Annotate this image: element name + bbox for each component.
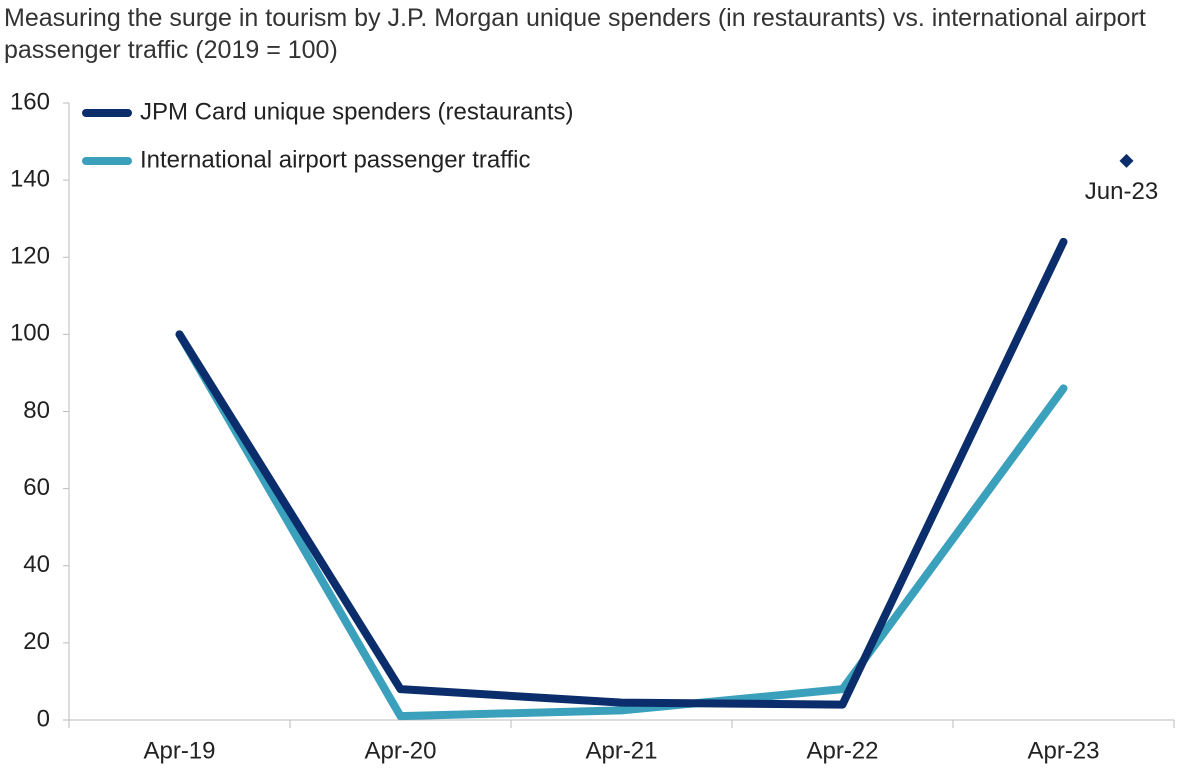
y-tick-label: 120 <box>10 243 50 270</box>
x-tick-label: Apr-21 <box>585 737 657 764</box>
point-marker <box>1119 153 1134 168</box>
legend-label: JPM Card unique spenders (restaurants) <box>140 98 574 125</box>
series-line <box>175 237 1068 709</box>
series-line <box>175 330 1068 721</box>
y-tick-label: 60 <box>23 474 50 501</box>
legend-label: International airport passenger traffic <box>140 146 530 173</box>
y-tick-label: 100 <box>10 320 50 347</box>
y-tick-label: 40 <box>23 551 50 578</box>
y-tick-label: 20 <box>23 628 50 655</box>
y-tick-label: 0 <box>37 705 50 732</box>
y-tick-label: 80 <box>23 397 50 424</box>
y-tick-label: 140 <box>10 165 50 192</box>
x-tick-label: Apr-20 <box>364 737 436 764</box>
chart-title: Measuring the surge in tourism by J.P. M… <box>4 4 1146 64</box>
x-tick-label: Apr-19 <box>143 737 215 764</box>
x-tick-label: Apr-22 <box>806 737 878 764</box>
title-box: Measuring the surge in tourism by J.P. M… <box>4 4 1146 64</box>
y-tick-label: 160 <box>10 88 50 115</box>
x-tick-label: Apr-23 <box>1027 737 1099 764</box>
point-label: Jun-23 <box>1085 178 1158 205</box>
